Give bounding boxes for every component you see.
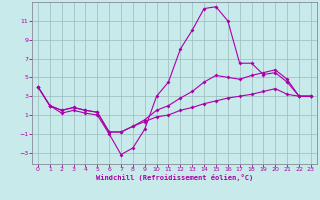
X-axis label: Windchill (Refroidissement éolien,°C): Windchill (Refroidissement éolien,°C) xyxy=(96,174,253,181)
